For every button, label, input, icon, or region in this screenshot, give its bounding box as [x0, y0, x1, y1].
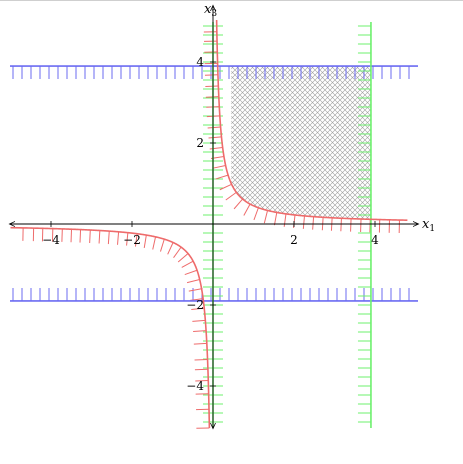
constraint-curve-positive — [215, 19, 408, 222]
hatch-mark — [208, 136, 222, 139]
hatch-mark — [283, 213, 287, 227]
hatch-mark — [117, 231, 120, 245]
top-border — [0, 0, 463, 1]
hatch-mark — [184, 269, 198, 276]
hatch-mark — [219, 183, 232, 191]
hatch-mark — [225, 191, 237, 201]
x-tick-label: −4 — [42, 233, 60, 247]
y-tick-label: −2 — [186, 298, 204, 312]
x-axis-label: x1 — [422, 217, 435, 234]
hatch-mark — [98, 230, 101, 244]
hatch-mark — [152, 236, 157, 250]
hatch-mark — [126, 232, 129, 246]
hatch-mark — [273, 212, 278, 226]
x-tick-label: 4 — [371, 233, 379, 247]
hatch-mark — [107, 231, 110, 245]
hatch-mark — [167, 242, 174, 255]
hatch-mark — [143, 234, 147, 248]
constraint-curve-negative — [10, 226, 211, 429]
hatch-mark — [177, 253, 189, 263]
hatch-mark — [193, 330, 207, 333]
hatch-mark — [173, 246, 182, 259]
hatch-mark — [340, 218, 342, 232]
hatch-mark — [350, 218, 352, 232]
y-tick-label: 4 — [196, 55, 204, 69]
hatch-mark — [302, 215, 305, 229]
y-tick-label: −4 — [186, 379, 204, 393]
y-axis-label: x3 — [204, 2, 217, 19]
hatch-mark — [89, 229, 91, 244]
y-tick-label: 2 — [196, 136, 204, 150]
hatch-mark — [209, 146, 223, 150]
hatch-mark — [181, 260, 194, 268]
hatch-mark — [186, 279, 200, 284]
hatch-mark — [194, 358, 208, 361]
x-tick-label: 2 — [290, 233, 298, 247]
hatch-mark — [192, 319, 206, 322]
hatch-mark — [207, 126, 221, 129]
hatch-mark — [188, 288, 202, 292]
hatch-mark — [134, 233, 138, 247]
ticks: −4 −2 2 4 4 2 −2 −4 — [42, 55, 379, 393]
hatch-mark — [243, 203, 251, 216]
x-tick-label: −2 — [123, 233, 141, 247]
hatch-mark — [79, 229, 82, 243]
hatch-mark — [191, 307, 205, 310]
hatch-mark — [193, 342, 207, 345]
hatch-mark — [212, 165, 226, 169]
hatch-mark — [253, 207, 259, 221]
hatch-mark — [312, 216, 315, 230]
feasible-region — [231, 66, 371, 220]
hatch-mark — [159, 239, 165, 252]
hatch-mark — [233, 198, 243, 210]
hatch-mark — [190, 298, 204, 301]
hatch-mark — [215, 174, 229, 180]
hatch-mark — [263, 210, 269, 224]
